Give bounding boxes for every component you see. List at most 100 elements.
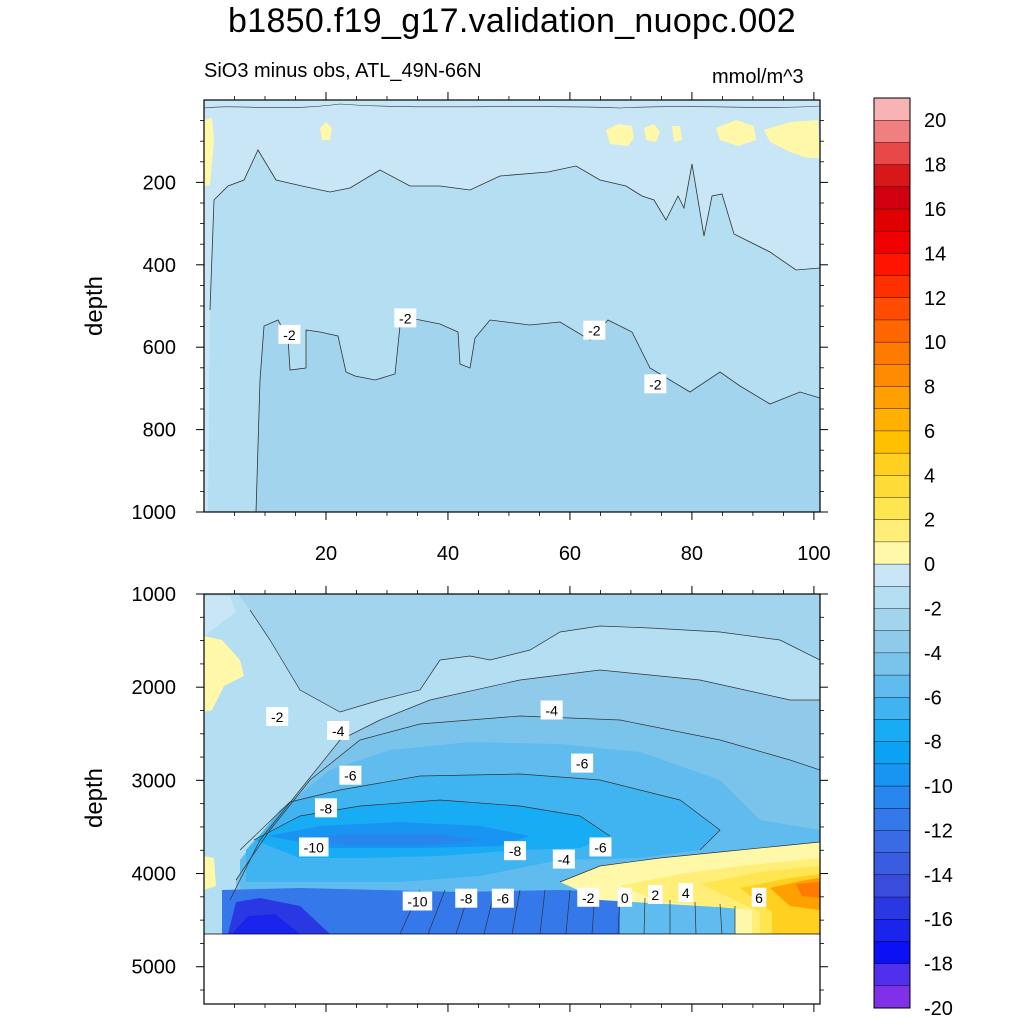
colorbar-label: -10 [924, 776, 953, 798]
colorbar-label: -6 [924, 687, 942, 709]
colorbar-swatch [873, 142, 911, 166]
svg-text:-2: -2 [588, 323, 601, 339]
upper-panel-axes: 20 40 60 80 100 200 400 600 800 1000 [132, 92, 831, 565]
colorbar: 20181614121086420-2-4-6-8-10-12-14-16-18… [873, 97, 953, 1020]
colorbar-swatch [873, 674, 911, 698]
colorbar-label: -2 [924, 598, 942, 620]
colorbar-label: -8 [924, 732, 942, 754]
upper-panel-field [204, 100, 820, 512]
colorbar-label: 20 [924, 110, 946, 132]
colorbar-swatch [873, 97, 911, 121]
upper-y-tick-label: 800 [143, 420, 176, 442]
upper-y-tick-label: 400 [143, 255, 176, 277]
colorbar-swatch [873, 630, 911, 654]
upper-y-tick-label: 600 [143, 337, 176, 359]
lower-y-tick-label: 4000 [132, 864, 177, 886]
svg-text:-10: -10 [304, 839, 324, 855]
svg-text:2: 2 [651, 887, 659, 903]
colorbar-swatch [873, 164, 911, 188]
colorbar-label: 16 [924, 199, 946, 221]
colorbar-swatch [873, 230, 911, 254]
lower-contour-labels: -2 -4 -6 -8 -10 -4 -6 -8 -4 -6 -10 -8 -6 -2 0 2 4 6 [266, 700, 767, 911]
svg-text:-6: -6 [344, 768, 357, 784]
colorbar-swatch [873, 608, 911, 632]
upper-contour-label: -2 [394, 308, 417, 328]
lower-panel-axes: 1000 2000 3000 4000 5000 [132, 584, 828, 1012]
lower-contour-label: -4 [552, 849, 575, 869]
lower-contour-label: -4 [540, 700, 563, 720]
svg-text:-2: -2 [271, 709, 284, 725]
colorbar-swatch [873, 208, 911, 232]
svg-text:6: 6 [755, 890, 763, 906]
colorbar-swatch [873, 341, 911, 365]
lower-contour-label: -6 [571, 753, 594, 773]
colorbar-swatch [873, 785, 911, 809]
units-label: mmol/m^3 [712, 66, 804, 88]
upper-y-axis-label: depth [81, 276, 108, 336]
colorbar-swatch [873, 852, 911, 876]
colorbar-swatch [873, 386, 911, 410]
colorbar-label: 6 [924, 421, 935, 443]
colorbar-swatch [873, 475, 911, 499]
colorbar-swatch [873, 941, 911, 965]
colorbar-swatch [873, 741, 911, 765]
colorbar-swatch [873, 808, 911, 831]
upper-x-tick-label: 60 [559, 543, 581, 565]
lower-contour-label: 2 [648, 884, 663, 904]
svg-text:-8: -8 [509, 843, 522, 859]
lower-contour-label: -8 [504, 841, 527, 861]
lower-y-tick-label: 5000 [132, 957, 177, 979]
lower-contour-label: -10 [299, 837, 329, 857]
colorbar-swatch [873, 830, 911, 854]
upper-y-tick-label: 200 [143, 172, 176, 194]
colorbar-swatch [873, 586, 911, 609]
colorbar-swatch [873, 297, 911, 321]
upper-contour-label: -2 [583, 320, 606, 340]
colorbar-swatch [873, 563, 911, 587]
colorbar-swatch [873, 364, 911, 388]
colorbar-label: 2 [924, 510, 935, 532]
colorbar-swatch [873, 119, 911, 143]
svg-text:-2: -2 [582, 890, 595, 906]
colorbar-label: -12 [924, 820, 953, 842]
colorbar-swatch [873, 719, 911, 743]
lower-contour-label: -6 [589, 837, 612, 857]
lower-panel-frame [203, 593, 821, 1005]
svg-text:-4: -4 [558, 852, 571, 868]
lower-contour-label: -10 [402, 891, 433, 911]
colorbar-swatch [873, 452, 911, 476]
colorbar-swatch [873, 319, 911, 343]
colorbar-label: -16 [924, 909, 953, 931]
colorbar-label: 14 [924, 243, 946, 265]
colorbar-label: 0 [924, 554, 935, 576]
lower-y-axis-label: depth [81, 768, 108, 828]
colorbar-swatch [873, 541, 911, 565]
svg-text:0: 0 [621, 890, 629, 906]
lower-contour-label: -2 [577, 887, 600, 907]
lower-y-tick-label: 1000 [132, 584, 177, 606]
lower-contour-label: -6 [491, 888, 514, 908]
colorbar-swatch [873, 919, 911, 942]
svg-text:-2: -2 [399, 310, 412, 326]
colorbar-swatch [873, 275, 911, 299]
upper-x-tick-label: 20 [315, 543, 337, 565]
colorbar-swatch [873, 253, 911, 277]
svg-text:-6: -6 [594, 839, 607, 855]
colorbar-swatch [873, 519, 911, 543]
colorbar-label: -4 [924, 643, 942, 665]
upper-x-tick-label: 80 [681, 543, 703, 565]
colorbar-swatch [873, 652, 911, 676]
svg-text:-4: -4 [545, 702, 558, 718]
svg-text:-4: -4 [332, 723, 345, 739]
svg-text:4: 4 [682, 885, 690, 901]
colorbar-swatch [873, 497, 911, 521]
lower-y-tick-label: 2000 [132, 677, 177, 699]
colorbar-swatch [873, 985, 911, 1009]
colorbar-label: -14 [924, 865, 953, 887]
upper-y-tick-label: 1000 [132, 502, 177, 524]
upper-contour-label: -2 [278, 324, 301, 344]
colorbar-swatch [873, 896, 911, 920]
lower-contour-label: -6 [339, 765, 362, 785]
colorbar-swatch [873, 763, 911, 787]
svg-text:-6: -6 [576, 756, 589, 772]
